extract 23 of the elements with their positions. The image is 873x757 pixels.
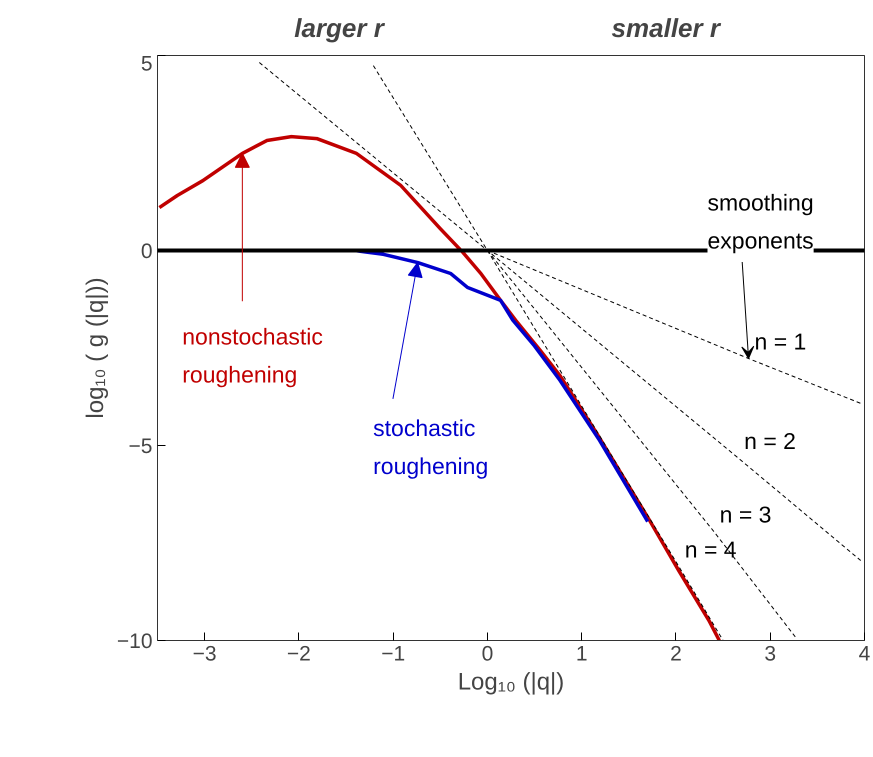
text: larger r <box>294 13 386 43</box>
x-tick-label: −2 <box>286 642 311 666</box>
x-tick-label: 1 <box>576 642 588 666</box>
annotation: stochastic roughening <box>373 415 488 480</box>
y-tick-label: 0 <box>140 240 153 263</box>
x-tick-label: 3 <box>764 642 776 666</box>
annotation: smoothing exponents <box>708 189 814 254</box>
y-tick-label: −10 <box>116 630 153 653</box>
series-label: n = 4 <box>684 536 737 562</box>
x-tick-label: 4 <box>858 642 871 666</box>
text: smaller r <box>612 13 722 43</box>
y-tick-label: −5 <box>128 435 153 458</box>
series-label: n = 3 <box>720 501 772 528</box>
x-tick-label: −3 <box>192 642 217 666</box>
x-tick-label: −1 <box>381 642 406 666</box>
x-axis-title: Log₁₀ (|q|) <box>458 668 564 696</box>
y-axis-title: log₁₀ ( g (|q|)) <box>82 277 109 419</box>
x-tick-label: 2 <box>670 642 682 666</box>
legend-label: n = 1 <box>754 328 806 355</box>
x-tick-label: 0 <box>482 642 494 666</box>
y-tick-label: 5 <box>140 52 153 76</box>
series-label: n = 2 <box>744 428 796 454</box>
annotation: nonstochastic roughening <box>182 323 323 388</box>
